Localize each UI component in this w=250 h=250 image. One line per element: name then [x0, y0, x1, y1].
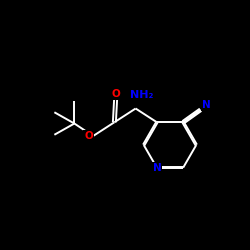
Text: N: N — [152, 163, 161, 173]
Text: O: O — [84, 131, 93, 141]
Text: NH₂: NH₂ — [130, 90, 154, 100]
Text: O: O — [111, 89, 120, 99]
Text: N: N — [202, 100, 210, 110]
